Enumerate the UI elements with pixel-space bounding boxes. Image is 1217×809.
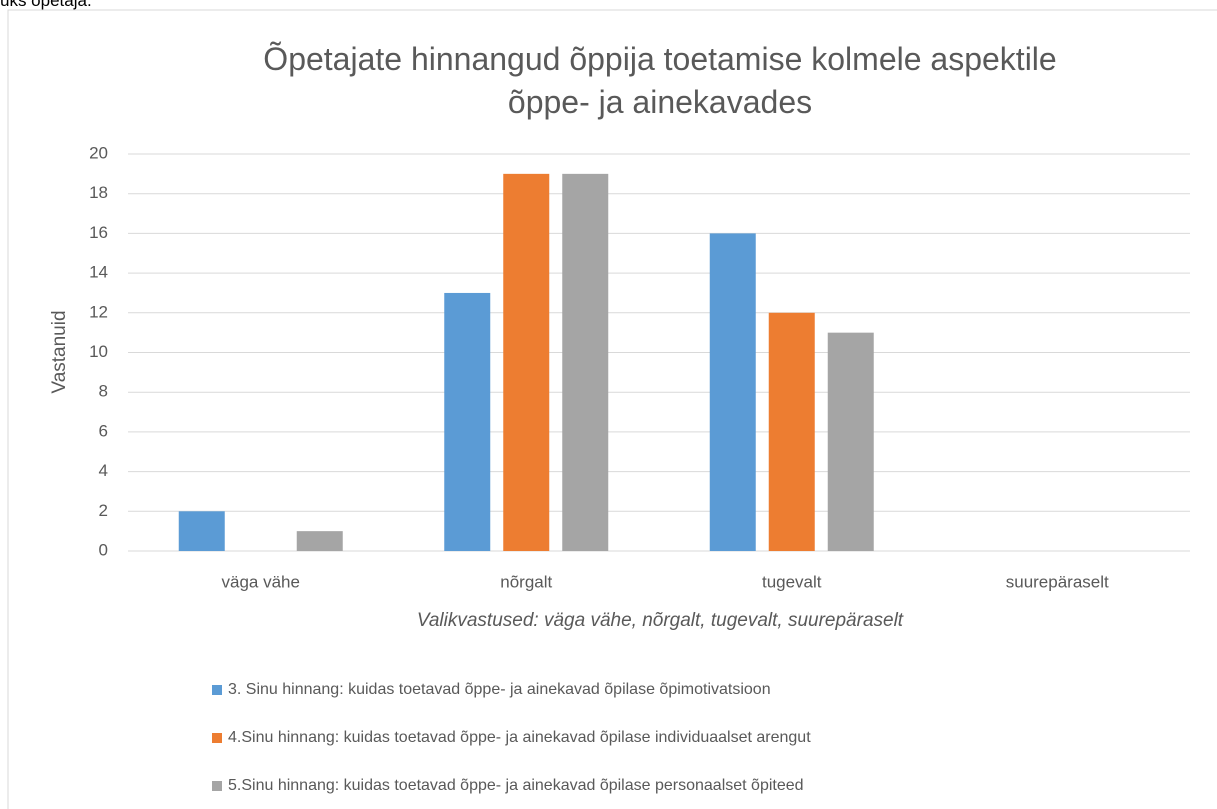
y-tick-label: 10	[89, 342, 108, 361]
legend-label: 4.Sinu hinnang: kuidas toetavad õppe- ja…	[228, 729, 811, 746]
y-tick-label: 0	[99, 540, 108, 559]
y-tick-label: 16	[89, 223, 108, 242]
chart-frame	[7, 9, 1217, 809]
chart-title: Õpetajate hinnangud õppija toetamise kol…	[263, 41, 1057, 120]
y-axis-label: Vastanuid	[49, 310, 70, 393]
legend-swatch	[212, 685, 222, 695]
x-tick-label: väga vähe	[222, 572, 300, 591]
bar	[503, 173, 550, 551]
bar	[562, 173, 609, 551]
x-tick-label: suurepäraselt	[1006, 572, 1109, 591]
y-tick-label: 2	[99, 501, 108, 520]
x-axis-label: Valikvastused: väga vähe, nõrgalt, tugev…	[417, 610, 904, 631]
bar	[827, 332, 874, 551]
y-tick-label: 12	[89, 302, 108, 321]
y-tick-label: 14	[89, 263, 108, 282]
x-tick-label: nõrgalt	[500, 572, 552, 591]
legend-swatch	[212, 733, 222, 743]
bar	[296, 531, 343, 551]
legend-swatch	[212, 781, 222, 791]
bar	[178, 511, 225, 551]
y-tick-label: 20	[89, 143, 108, 162]
y-tick-label: 6	[99, 421, 108, 440]
legend-label: 5.Sinu hinnang: kuidas toetavad õppe- ja…	[228, 777, 804, 794]
y-tick-label: 18	[89, 183, 108, 202]
bar	[768, 312, 815, 551]
legend-label: 3. Sinu hinnang: kuidas toetavad õppe- j…	[228, 681, 771, 698]
y-tick-label: 8	[99, 382, 108, 401]
y-tick-label: 4	[99, 461, 108, 480]
header-text: üks õpetaja.	[0, 0, 92, 10]
bar	[444, 292, 491, 551]
x-tick-label: tugevalt	[762, 572, 822, 591]
bar	[709, 233, 756, 551]
